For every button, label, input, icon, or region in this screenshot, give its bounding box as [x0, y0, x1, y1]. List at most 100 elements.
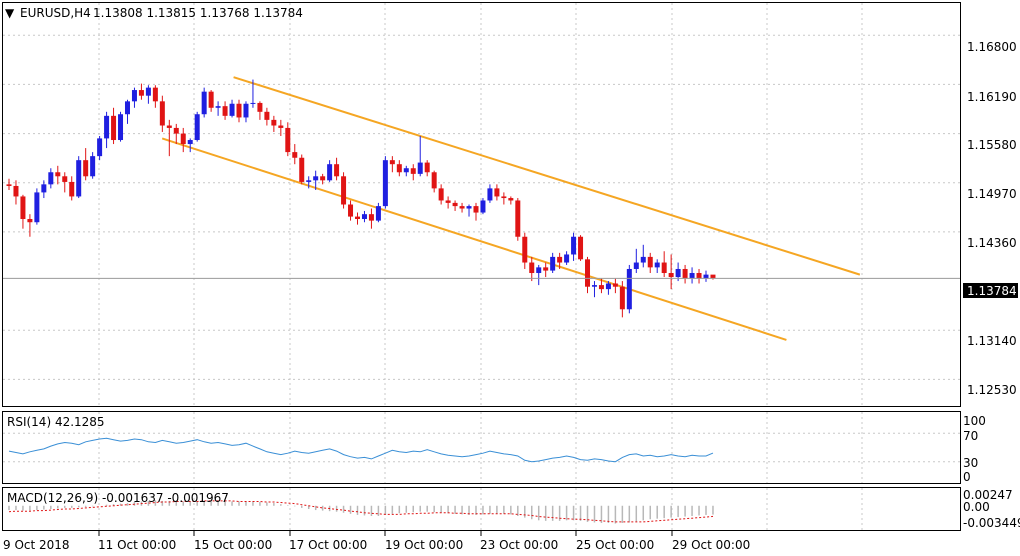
candle-body-10: [76, 160, 82, 197]
time-tick-0: 9 Oct 2018: [3, 538, 70, 552]
descending-channel: [161, 76, 861, 341]
chart-menu-icon[interactable]: ▼: [5, 6, 15, 20]
price-tick-0: 1.16800: [967, 40, 1017, 54]
candle-body-21: [152, 87, 158, 102]
candle-body-95: [668, 273, 674, 278]
time-tick-6: 25 Oct 00:00: [576, 538, 654, 552]
candle-body-7: [55, 172, 61, 177]
rsi-tick-100: 100: [963, 414, 986, 428]
candle-body-72: [508, 198, 514, 201]
candle-body-71: [501, 196, 507, 199]
candle-body-42: [299, 157, 305, 182]
price-tick-4: 1.14360: [967, 236, 1017, 250]
candle-body-73: [515, 200, 521, 237]
candlestick-series: [6, 79, 716, 318]
candle-body-31: [222, 106, 228, 116]
candle-body-28: [201, 91, 207, 115]
candle-body-68: [480, 200, 486, 213]
candle-body-26: [187, 140, 193, 145]
candle-body-66: [466, 206, 472, 209]
candle-body-14: [104, 115, 110, 139]
candle-body-65: [459, 206, 465, 209]
candle-body-58: [410, 168, 416, 174]
candle-body-20: [145, 87, 151, 96]
candle-body-49: [348, 204, 354, 217]
candle-body-79: [557, 256, 563, 263]
price-tick-6: 1.12530: [967, 383, 1017, 397]
macd-tick-zero: 0.00: [963, 500, 990, 514]
candle-body-43: [306, 180, 312, 182]
candle-body-55: [389, 160, 395, 165]
candle-body-57: [403, 168, 409, 173]
symbol-label: EURUSD,H4: [20, 6, 91, 20]
candle-body-90: [633, 262, 639, 269]
ohlc-label: 1.13808 1.13815 1.13768 1.13784: [93, 6, 303, 20]
candle-body-33: [236, 103, 242, 118]
macd-series: [8, 500, 714, 524]
candle-body-93: [654, 262, 660, 268]
candle-body-17: [124, 101, 130, 115]
candle-body-74: [522, 236, 528, 263]
candle-body-37: [264, 111, 270, 120]
candle-body-97: [682, 268, 688, 279]
candle-body-62: [438, 188, 444, 201]
candle-body-86: [605, 283, 611, 290]
candle-body-8: [62, 176, 68, 182]
macd-signal-line: [8, 500, 714, 523]
candle-body-51: [361, 214, 367, 220]
candle-body-94: [661, 262, 667, 274]
candle-body-19: [138, 90, 144, 96]
candle-body-0: [6, 184, 12, 186]
candle-body-16: [118, 114, 124, 141]
candle-body-78: [550, 256, 556, 271]
candle-body-35: [250, 102, 256, 104]
time-tick-5: 23 Oct 00:00: [480, 538, 558, 552]
candle-body-77: [543, 267, 549, 271]
candle-body-75: [529, 262, 535, 274]
candle-body-38: [271, 119, 277, 126]
candle-body-32: [229, 103, 235, 116]
macd-label: MACD(12,26,9) -0.001637 -0.001967: [7, 491, 229, 505]
candle-body-6: [48, 172, 54, 185]
candle-body-39: [278, 125, 284, 128]
rsi-axis: 100 70 30 0: [963, 414, 986, 484]
candle-body-9: [69, 181, 75, 197]
candle-body-59: [417, 162, 423, 174]
candle-body-34: [243, 103, 249, 118]
channel-line-1: [161, 137, 787, 341]
candle-body-87: [612, 283, 618, 287]
candle-body-100: [703, 274, 709, 279]
candle-body-60: [424, 162, 430, 173]
time-axis: 9 Oct 2018 11 Oct 00:00 15 Oct 00:00 17 …: [3, 538, 750, 552]
time-tick-3: 17 Oct 00:00: [289, 538, 367, 552]
macd-axis: 0.00247 0.00 -0.003449: [963, 488, 1020, 530]
candle-body-1: [13, 185, 19, 197]
candle-body-101: [710, 274, 716, 279]
candle-body-70: [494, 188, 500, 197]
candle-body-91: [640, 256, 646, 263]
candle-body-13: [97, 138, 103, 157]
candle-body-92: [647, 256, 653, 268]
candle-body-54: [382, 160, 388, 207]
candle-body-83: [585, 259, 591, 287]
candle-body-3: [27, 219, 33, 223]
candle-body-82: [578, 236, 584, 260]
candle-body-4: [34, 192, 40, 223]
candle-body-48: [341, 176, 347, 205]
candle-body-56: [396, 164, 402, 173]
candle-body-76: [536, 267, 542, 274]
candle-body-67: [473, 206, 479, 213]
price-tick-2: 1.15580: [967, 138, 1017, 152]
candle-body-81: [571, 236, 577, 255]
candle-body-23: [166, 125, 172, 128]
candle-body-30: [215, 106, 221, 108]
candle-body-52: [368, 214, 374, 221]
last-price-badge-text: 1.13784: [967, 284, 1017, 298]
candle-body-44: [313, 176, 319, 181]
candle-body-46: [327, 164, 333, 181]
rsi-tick-30: 30: [963, 456, 978, 470]
candle-body-5: [41, 184, 47, 193]
candle-body-99: [696, 273, 702, 279]
candle-body-84: [591, 285, 597, 287]
